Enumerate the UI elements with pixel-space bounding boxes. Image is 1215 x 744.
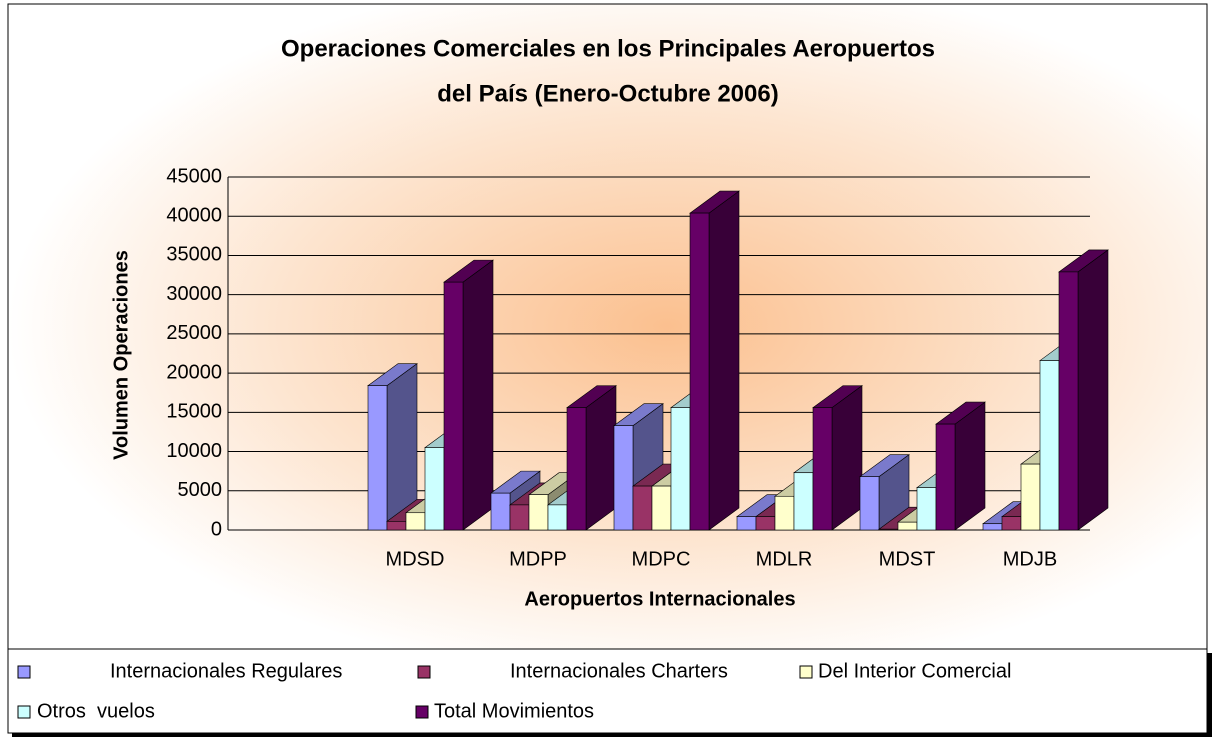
y-axis-label: Volumen Operaciones xyxy=(110,250,132,460)
bar xyxy=(670,407,691,531)
chart-subtitle: del País (Enero-Octubre 2006) xyxy=(437,80,778,107)
bar xyxy=(812,407,833,531)
x-axis-label: Aeropuertos Internacionales xyxy=(524,588,795,610)
bar xyxy=(632,485,653,531)
bar xyxy=(859,476,880,531)
x-tick-label: MDPC xyxy=(632,548,691,570)
y-tick-label: 25000 xyxy=(166,322,222,344)
bar xyxy=(386,521,407,531)
bar xyxy=(367,385,388,531)
bar xyxy=(1001,516,1022,531)
bar xyxy=(424,447,445,531)
y-tick-label: 5000 xyxy=(178,479,223,501)
x-tick-label: MDSD xyxy=(386,548,445,570)
bar xyxy=(490,492,511,531)
legend-swatch xyxy=(417,665,431,679)
legend-swatch xyxy=(799,665,813,679)
chart-title: Operaciones Comerciales en los Principal… xyxy=(281,35,935,62)
legend-label: Total Movimientos xyxy=(434,700,594,722)
bar xyxy=(528,494,549,531)
bar xyxy=(689,212,710,531)
bar-side xyxy=(585,385,617,531)
y-tick-label: 0 xyxy=(211,518,222,540)
bar xyxy=(1020,463,1041,531)
x-tick-label: MDPP xyxy=(509,548,567,570)
bar xyxy=(793,472,814,531)
bar xyxy=(736,516,757,531)
legend-swatch xyxy=(415,705,429,719)
bar xyxy=(755,516,776,531)
bar xyxy=(566,407,587,531)
bar xyxy=(651,485,672,531)
y-tick-label: 45000 xyxy=(166,165,222,187)
legend-label: Del Interior Comercial xyxy=(818,660,1011,682)
legend-label: Otros vuelos xyxy=(37,700,155,722)
bar xyxy=(916,487,937,531)
bar xyxy=(509,504,530,531)
bar-side xyxy=(954,401,986,531)
legend-label: Internacionales Regulares xyxy=(110,660,342,682)
bar-side xyxy=(462,259,494,531)
bar xyxy=(878,528,899,531)
y-tick-label: 10000 xyxy=(166,440,222,462)
legend-swatch xyxy=(17,665,31,679)
bar-side xyxy=(708,190,740,531)
bar xyxy=(897,521,918,531)
bar xyxy=(935,423,956,531)
bar xyxy=(1058,271,1079,531)
legend xyxy=(7,648,1208,734)
bar-side xyxy=(831,385,863,531)
legend-swatch xyxy=(17,705,31,719)
bar-side xyxy=(1077,249,1109,531)
y-tick-label: 20000 xyxy=(166,361,222,383)
y-tick-label: 35000 xyxy=(166,244,222,266)
bar xyxy=(405,512,426,531)
x-tick-label: MDLR xyxy=(756,548,813,570)
x-tick-label: MDST xyxy=(879,548,936,570)
bar xyxy=(1039,360,1060,531)
bar xyxy=(547,504,568,531)
y-tick-label: 30000 xyxy=(166,283,222,305)
legend-label: Internacionales Charters xyxy=(510,660,728,682)
bar xyxy=(774,495,795,531)
bar xyxy=(443,281,464,531)
bar xyxy=(982,523,1003,531)
y-tick-label: 40000 xyxy=(166,205,222,227)
y-tick-label: 15000 xyxy=(166,401,222,423)
x-tick-label: MDJB xyxy=(1003,548,1057,570)
bar xyxy=(613,425,634,531)
chart-area xyxy=(7,3,1208,650)
